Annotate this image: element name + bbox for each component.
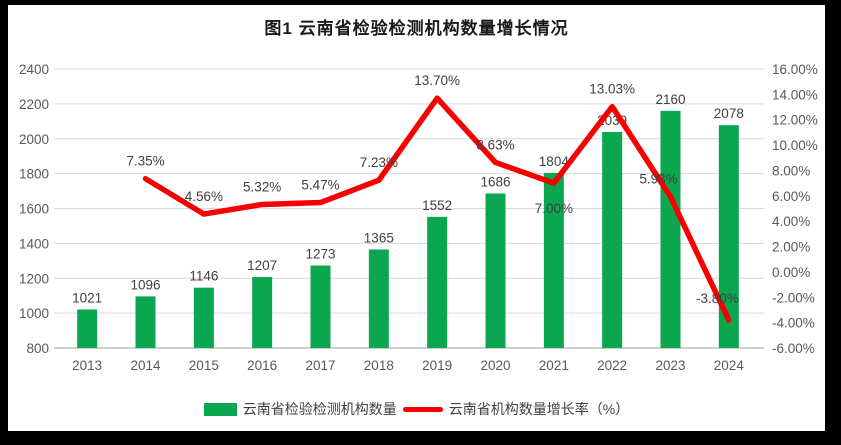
right-axis-tick-label: 4.00% [772, 214, 810, 229]
growth-rate-label: -3.80% [696, 291, 739, 306]
bar-value-label: 1552 [422, 198, 452, 213]
bar [543, 172, 564, 348]
right-axis-tick-label: 12.00% [772, 113, 818, 128]
growth-rate-label: 7.23% [360, 155, 398, 170]
chart-canvas: 800 1000 1200 1400 1600 1800 2000 2200 2400 16.00… [19, 62, 818, 373]
bar-value-label: 1273 [305, 247, 335, 262]
chart-title: 图1 云南省检验检测机构数量增长情况 [264, 19, 569, 38]
x-axis-label: 2022 [597, 358, 627, 373]
x-axis-label: 2020 [480, 358, 510, 373]
left-axis-tick-label: 800 [26, 341, 49, 356]
bar [77, 309, 98, 348]
right-axis-tick-label: 16.00% [772, 62, 818, 77]
bar [135, 296, 156, 348]
left-axis-tick-label: 1600 [19, 202, 49, 217]
bar [427, 216, 448, 348]
x-axis-label: 2024 [714, 358, 745, 373]
growth-rate-label: 13.03% [589, 82, 635, 97]
x-axis-label: 2016 [247, 358, 277, 373]
bar-value-label: 1365 [364, 230, 394, 245]
growth-rate-label: 5.93% [639, 172, 677, 187]
growth-line [142, 95, 732, 323]
bar-value-label: 1021 [72, 290, 102, 305]
growth-rate-label: 5.32% [243, 179, 281, 194]
bar [660, 110, 681, 348]
growth-rate-label: 13.70% [414, 73, 460, 88]
right-axis-tick-label: 2.00% [772, 240, 810, 255]
right-axis-tick-label: -2.00% [772, 290, 815, 305]
right-axis-tick-label: 14.00% [772, 87, 818, 102]
bar-value-label: 1096 [130, 277, 160, 292]
growth-rate-label: 5.47% [301, 178, 339, 193]
x-axis-label: 2015 [189, 358, 219, 373]
x-axis-label: 2013 [72, 358, 102, 373]
growth-rate-label: 7.00% [535, 201, 573, 216]
x-axis-label: 2023 [655, 358, 685, 373]
left-axis-tick-label: 1200 [19, 271, 49, 286]
bar [718, 125, 739, 349]
x-axis-label: 2018 [364, 358, 394, 373]
bar-value-label: 1146 [189, 269, 218, 284]
right-axis-tick-label: 10.00% [772, 138, 818, 153]
right-axis-tick-label: -6.00% [772, 341, 815, 356]
bar-value-label: 1804 [539, 154, 570, 169]
chart-legend: 云南省检验检测机构数量 云南省机构数量增长率（%） [8, 399, 825, 419]
left-axis-tick-label: 2400 [19, 62, 49, 77]
bar [485, 193, 506, 348]
x-axis-label: 2014 [130, 358, 161, 373]
legend-item-growth-rate: 云南省机构数量增长率（%） [402, 399, 630, 419]
left-axis-tick-label: 1000 [19, 306, 49, 321]
bar [602, 131, 623, 348]
right-axis-tick-label: 6.00% [772, 189, 810, 204]
left-axis-tick-label: 2000 [19, 132, 49, 147]
legend-item-institutions: 云南省检验检测机构数量 [203, 399, 397, 419]
right-axis-tick-label: 8.00% [772, 163, 810, 178]
left-axis-tick-label: 1800 [19, 167, 49, 182]
bar-value-label: 2078 [714, 106, 744, 121]
bar [193, 287, 214, 348]
left-axis-tick-label: 2200 [19, 97, 49, 112]
bar-value-label: 1207 [247, 258, 277, 273]
bar-series-swatch-icon [203, 402, 237, 416]
bar [252, 277, 273, 348]
bar-value-label: 2160 [655, 92, 685, 107]
right-axis-tick-label: -4.00% [772, 316, 815, 331]
x-axis-label: 2021 [539, 358, 569, 373]
bar-value-label: 1686 [480, 175, 510, 190]
legend-label-growth-rate: 云南省机构数量增长率（%） [448, 401, 630, 417]
growth-rate-label: 8.63% [476, 137, 514, 152]
bar [310, 265, 331, 348]
growth-rate-label: 7.35% [126, 154, 164, 169]
legend-label-institutions: 云南省检验检测机构数量 [242, 401, 397, 417]
bar [368, 249, 389, 348]
growth-rate-label: 4.56% [185, 189, 223, 204]
right-axis-tick-label: 0.00% [772, 265, 810, 280]
left-axis-tick-label: 1400 [19, 236, 49, 251]
line-series-swatch-icon [402, 406, 443, 412]
chart-panel: 图1 云南省检验检测机构数量增长情况 800 1000 1200 1400 1600 18… [8, 5, 825, 431]
x-axis-label: 2019 [422, 358, 452, 373]
x-axis-label: 2017 [305, 358, 335, 373]
